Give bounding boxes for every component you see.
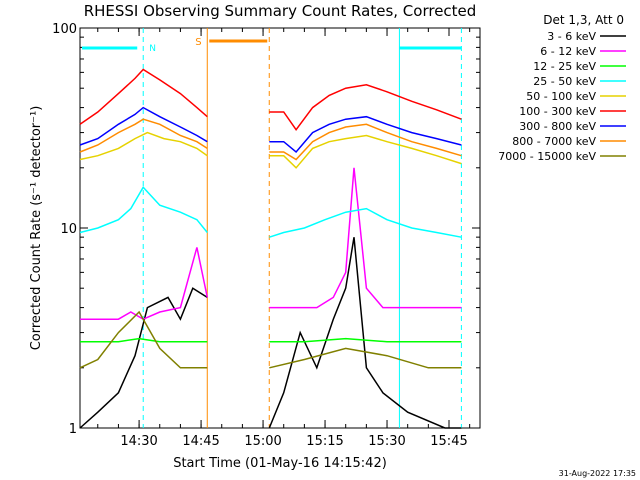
x-tick-label: 15:00 — [244, 434, 281, 449]
series-line — [80, 337, 208, 343]
x-tick-label: 14:30 — [120, 434, 157, 449]
series-line — [269, 134, 462, 169]
x-tick-label: 15:30 — [368, 434, 405, 449]
legend-entry: 6 - 12 keV — [540, 45, 596, 58]
series-line — [79, 106, 208, 146]
plot-frame — [79, 27, 481, 429]
legend-entry: 12 - 25 keV — [533, 60, 596, 73]
y-tick-label: 10 — [60, 222, 77, 237]
legend-entry: 7000 - 15000 keV — [498, 150, 596, 163]
series-line — [269, 337, 462, 343]
y-axis-label: Corrected Count Rate (s⁻¹ detector⁻¹) — [29, 106, 44, 351]
series-line — [269, 207, 462, 238]
series-line — [269, 115, 462, 154]
series-line — [268, 237, 462, 429]
x-axis: 14:30 14:45 15:00 15:15 15:30 15:45 — [97, 28, 471, 449]
y-axis: 1 10 100 — [52, 22, 480, 437]
footer-date: 31-Aug-2022 17:35 — [559, 469, 636, 478]
legend: Det 1,3, Att 0 3 - 6 keV 6 - 12 keV 12 - 2… — [498, 13, 626, 163]
legend-entry: 800 - 7000 keV — [512, 135, 596, 148]
x-axis-label: Start Time (01-May-16 14:15:42) — [173, 456, 387, 471]
series-line — [79, 68, 208, 125]
series-line — [269, 167, 462, 309]
orbit-annotations: NS — [82, 28, 462, 428]
series-line — [79, 131, 208, 161]
legend-header: Det 1,3, Att 0 — [543, 13, 624, 27]
x-tick-label: 15:15 — [306, 434, 343, 449]
y-tick-label: 1 — [69, 422, 77, 437]
x-tick-label: 14:45 — [182, 434, 219, 449]
series-lines — [79, 68, 462, 429]
legend-entry: 3 - 6 keV — [547, 30, 596, 43]
night-label: N — [149, 44, 156, 54]
series-line — [79, 118, 208, 153]
series-line — [79, 185, 208, 234]
legend-entry: 25 - 50 keV — [533, 75, 596, 88]
series-line — [269, 123, 462, 161]
chart-title: RHESSI Observing Summary Count Rates, Co… — [84, 2, 477, 20]
legend-entry: 50 - 100 keV — [526, 90, 596, 103]
saa-label: S — [195, 37, 201, 48]
series-line — [79, 287, 208, 429]
x-tick-label: 15:45 — [430, 434, 467, 449]
series-line — [269, 347, 462, 369]
y-tick-label: 100 — [52, 22, 77, 37]
legend-entry: 100 - 300 keV — [519, 105, 596, 118]
series-line — [79, 310, 208, 369]
series-line — [269, 84, 462, 131]
legend-entry: 300 - 800 keV — [519, 120, 596, 133]
